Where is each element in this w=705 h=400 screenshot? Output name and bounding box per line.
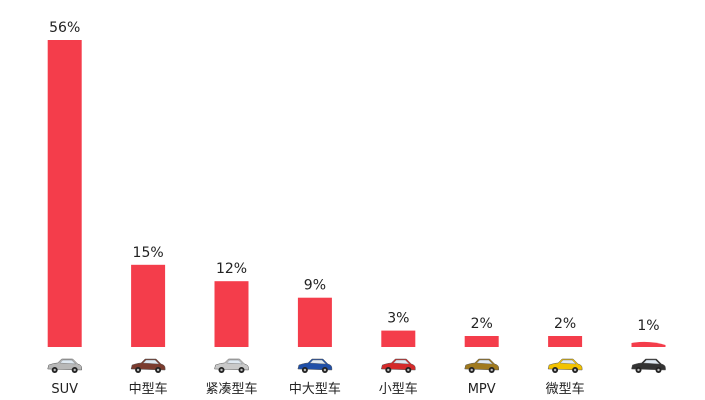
category-label-0: SUV [51,382,78,397]
value-label-2: 12% [216,261,247,277]
other-car-icon [631,358,666,373]
category-labels: SUV 中型车 紧凑型车 中大型车 小型车 MPV 微型车 [51,381,584,397]
value-labels: 56% 15% 12% 9% 3% 2% 2% 1% [49,20,659,334]
value-label-6: 2% [554,316,576,332]
bar-0 [47,40,82,347]
category-label-6: 微型车 [546,381,585,397]
category-label-4: 小型车 [379,381,418,397]
compact-car-icon [214,358,249,373]
category-label-3: 中大型车 [289,381,341,397]
bar-7 [631,341,666,347]
bar-4 [381,330,416,347]
value-label-4: 3% [387,311,409,327]
category-icons [47,358,666,373]
sedan-car-icon [130,358,166,373]
value-label-1: 15% [133,245,164,261]
mpv-car-icon [464,358,499,373]
bar-5 [464,336,499,347]
micro-car-icon [547,358,583,373]
category-label-1: 中型车 [129,381,168,397]
value-label-7: 1% [637,318,659,334]
suv-car-icon [47,358,82,373]
value-label-5: 2% [471,316,493,332]
category-label-2: 紧凑型车 [205,381,257,397]
value-label-0: 56% [49,20,80,36]
category-label-5: MPV [468,382,496,397]
bar-3 [297,297,332,347]
bar-1 [131,264,166,347]
value-label-3: 9% [304,278,326,294]
bars [47,40,666,347]
small-car-icon [380,358,416,373]
bar-6 [548,336,583,347]
bar-2 [214,281,249,347]
large-sedan-car-icon [297,358,333,373]
